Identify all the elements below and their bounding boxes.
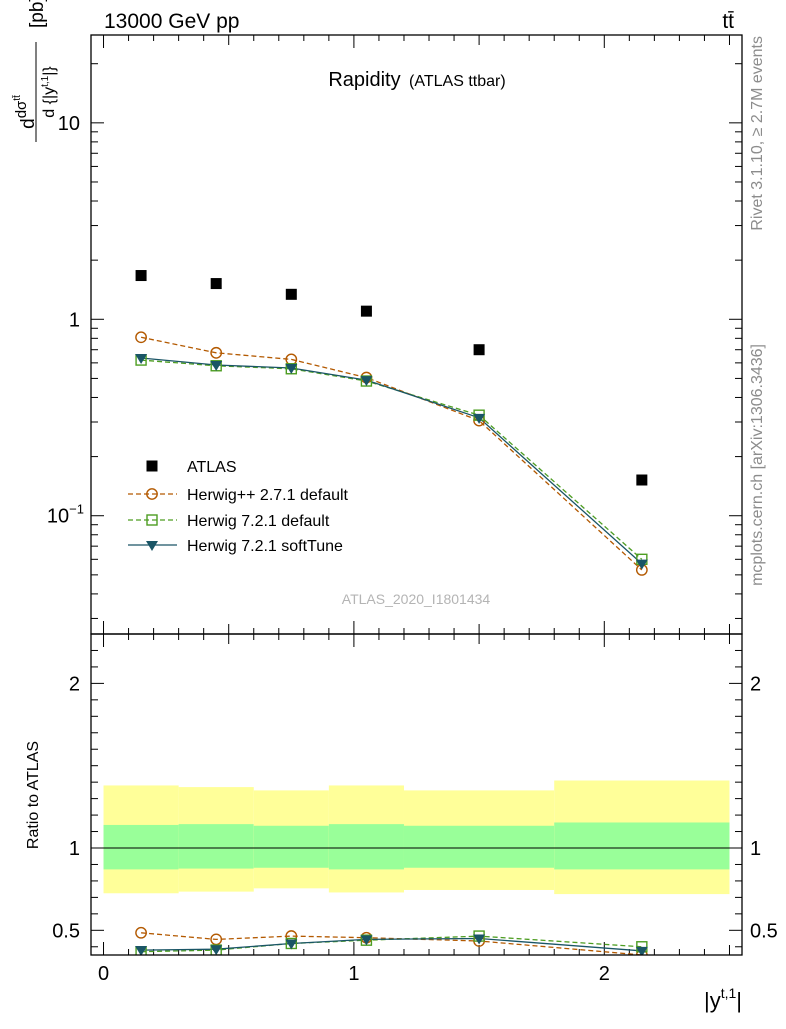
ratio-inner-band — [103, 824, 179, 870]
main-y-tick-label: 1 — [69, 309, 80, 331]
main-data-point — [210, 278, 222, 290]
main-data-point — [635, 559, 648, 570]
legend-label: ATLAS — [187, 459, 237, 476]
legend-marker — [146, 460, 158, 472]
ratio-plot-frame — [90, 633, 743, 956]
main-axis-ticks: 10 1 10−1 — [47, 35, 742, 634]
ratio-y-tick-label: 1 — [750, 838, 761, 860]
main-data-point — [360, 376, 373, 387]
x-axis-label: |yt,1| — [704, 985, 742, 1013]
main-series-line — [140, 336, 643, 571]
main-data-point — [285, 288, 297, 300]
ratio-y-tick-label: 0.5 — [52, 920, 80, 942]
x-tick-label: 2 — [599, 963, 610, 985]
main-title-text: Rapidity — [328, 69, 400, 91]
legend-marker — [146, 541, 158, 551]
legend-entry: Herwig 7.2.1 softTune — [128, 538, 343, 555]
legend: ATLAS Herwig++ 2.7.1 default Herwig 7.2.1 … — [128, 459, 349, 555]
x-tick-label: 1 — [348, 963, 359, 985]
main-data-point — [360, 305, 372, 317]
ratio-inner-band — [328, 824, 404, 870]
ratio-series-markers — [135, 926, 648, 955]
main-data-point — [636, 474, 648, 486]
ratio-inner-band — [178, 824, 254, 869]
main-series-line — [141, 357, 643, 565]
legend-marker — [146, 488, 158, 500]
legend-entry: ATLAS — [146, 459, 237, 476]
ratio-data-point — [135, 926, 147, 939]
ratio-inner-band — [554, 822, 730, 870]
ratio-data-point — [210, 945, 223, 955]
ratio-series-line — [141, 932, 642, 955]
main-series-line — [141, 359, 643, 560]
main-y-axis-label: ddσtt̄ d {|yt,1|} [pb] — [11, 0, 58, 142]
energy-label: 13000 GeV pp — [104, 10, 239, 33]
main-data-point — [135, 270, 147, 282]
process-label: tt̄ — [722, 10, 734, 33]
ratio-y-tick-label: 2 — [750, 673, 761, 695]
main-data-point — [285, 363, 298, 374]
ratio-axis-ticks: 0.5 0.5 1 1 2 2 0 1 2 — [52, 634, 778, 985]
ratio-series-line — [141, 937, 642, 952]
rivet-version-label: Rivet 3.1.10, ≥ 2.7M events — [749, 36, 766, 231]
ratio-data-point — [135, 946, 148, 955]
ratio-data-point — [635, 946, 648, 955]
main-series-markers — [135, 270, 648, 576]
ratio-y-tick-label: 1 — [69, 838, 80, 860]
mcplots-site-label: mcplots.cern.ch [arXiv:1306.3436] — [749, 344, 766, 586]
main-y-tick-label: 10−1 — [47, 502, 84, 528]
main-y-tick-label: 10 — [58, 113, 80, 135]
legend-entry: Herwig 7.2.1 default — [128, 513, 330, 530]
main-data-point — [473, 344, 485, 356]
main-data-point — [135, 354, 148, 365]
main-data-point — [135, 331, 147, 344]
svg-text:[pb]: [pb] — [27, 0, 48, 28]
legend-entry: Herwig++ 2.7.1 default — [128, 487, 349, 504]
ratio-inner-band — [403, 825, 555, 868]
ratio-data-point — [285, 939, 298, 950]
ratio-uncertainty-bands — [91, 780, 742, 895]
ratio-y-axis-label: Ratio to ATLAS — [25, 741, 42, 849]
main-data-point — [210, 346, 223, 359]
ratio-data-point — [360, 935, 373, 946]
legend-label: Herwig++ 2.7.1 default — [187, 487, 349, 504]
ratio-data-point — [473, 934, 486, 945]
legend-label: Herwig 7.2.1 softTune — [187, 538, 343, 555]
svg-text:d {|yt,1|}: d {|yt,1|} — [40, 66, 58, 118]
main-data-point — [210, 361, 223, 372]
ratio-series-lines — [141, 932, 642, 955]
main-title: Rapidity (ATLAS ttbar) — [328, 69, 505, 91]
svg-text:ddσtt̄: ddσtt̄ — [11, 95, 39, 129]
ratio-data-point — [210, 944, 222, 955]
legend-marker — [146, 514, 158, 526]
ratio-inner-band — [253, 825, 329, 868]
ratio-y-tick-label: 2 — [69, 673, 80, 695]
x-tick-label: 0 — [98, 963, 109, 985]
analysis-label: ATLAS_2020_I1801434 — [342, 591, 491, 607]
ratio-y-tick-label: 0.5 — [750, 920, 778, 942]
main-series-lines — [140, 336, 643, 571]
legend-label: Herwig 7.2.1 default — [187, 513, 330, 530]
main-data-point — [473, 413, 486, 424]
main-subtitle-text: (ATLAS ttbar) — [409, 73, 506, 90]
